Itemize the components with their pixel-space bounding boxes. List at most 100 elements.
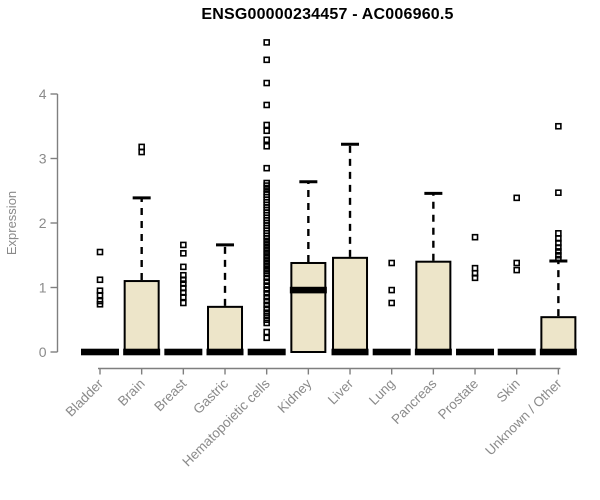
median-line (81, 348, 119, 356)
outlier-point (513, 194, 521, 202)
iqr-box (415, 260, 452, 354)
box-group-lung (372, 259, 411, 356)
median-line (539, 348, 577, 356)
outlier-point (180, 271, 187, 279)
box-group-bladder (81, 248, 119, 356)
median-line (456, 348, 495, 356)
outlier-point (263, 316, 270, 324)
iqr-box (207, 305, 244, 354)
outlier-point (263, 334, 270, 342)
median-line (289, 286, 327, 294)
median-line (331, 348, 369, 356)
y-tick-label: 4 (39, 86, 47, 102)
box-group-breast (164, 241, 203, 356)
outlier-point (263, 79, 270, 87)
y-tick-label: 1 (39, 280, 47, 296)
median-line (123, 348, 161, 356)
outlier-point (263, 56, 270, 64)
outlier-point (263, 305, 270, 313)
y-axis: 0 1 2 3 4 Expression (4, 86, 59, 360)
outlier-point (180, 280, 187, 287)
median-line (247, 348, 286, 356)
median-line (206, 348, 244, 356)
x-tick-label-pancreas: Pancreas (389, 376, 440, 427)
outlier-point (263, 274, 270, 282)
box-group-brain (123, 143, 161, 356)
outlier-point (555, 230, 562, 237)
outlier-point (263, 179, 270, 187)
iqr-box (540, 316, 577, 354)
y-tick-label: 3 (39, 151, 47, 167)
outlier-point (555, 255, 562, 263)
outlier-point (555, 189, 562, 196)
box-group-kidney (289, 180, 327, 353)
y-tick-label: 2 (39, 215, 47, 231)
outlier-point (96, 276, 104, 284)
outlier-point (263, 278, 270, 285)
x-tick-label-breast: Breast (151, 376, 189, 414)
x-tick-label-liver: Liver (325, 376, 357, 408)
outlier-point (96, 297, 104, 305)
y-tick-label: 0 (39, 344, 47, 360)
outlier-point (263, 121, 270, 129)
x-tick-label-skin: Skin (494, 376, 523, 405)
outlier-point (388, 299, 395, 307)
outlier-point (263, 282, 270, 289)
outlier-point (471, 270, 479, 277)
outlier-point (180, 241, 187, 249)
outlier-point (96, 287, 104, 295)
outlier-point (263, 164, 270, 172)
outlier-point (138, 148, 145, 156)
outlier-point (513, 266, 521, 274)
outlier-point (263, 309, 270, 316)
x-tick-label-brain: Brain (115, 376, 148, 409)
box-group-hematopoietic-cells (247, 39, 286, 356)
outlier-point (263, 101, 270, 109)
outlier-point (263, 39, 270, 46)
x-tick-label-prostate: Prostate (435, 376, 481, 422)
box-group-unknown-other (539, 122, 577, 356)
outlier-point (263, 290, 270, 297)
iqr-box (290, 261, 327, 353)
box-group-gastric (206, 243, 244, 356)
median-line (497, 348, 536, 356)
x-tick-label-lung: Lung (366, 376, 398, 408)
outlier-point (263, 293, 270, 301)
outlier-point (555, 122, 562, 130)
outlier-point (263, 136, 270, 144)
outlier-point (471, 264, 479, 272)
box-group-liver (331, 142, 369, 356)
x-tick-label-bladder: Bladder (63, 376, 107, 420)
outlier-point (96, 248, 104, 256)
outlier-point (180, 263, 187, 271)
outlier-point (388, 259, 395, 267)
outlier-point (180, 250, 187, 257)
y-axis-title: Expression (4, 191, 19, 255)
outlier-point (180, 299, 187, 307)
outlier-point (263, 286, 270, 293)
iqr-box (123, 280, 160, 353)
outlier-point (263, 297, 270, 305)
outlier-point (263, 328, 270, 336)
median-line (414, 348, 452, 356)
outlier-point (513, 259, 521, 267)
outlier-point (555, 248, 562, 255)
outlier-point (263, 142, 270, 150)
outlier-point (555, 251, 562, 259)
outlier-point (471, 233, 479, 241)
x-tick-label-unknown-other: Unknown / Other (482, 376, 565, 459)
box-group-pancreas (414, 191, 452, 356)
median-line (164, 348, 203, 356)
outlier-point (263, 301, 270, 309)
outlier-point (388, 286, 395, 294)
box-group-skin (497, 194, 536, 356)
outlier-point (263, 127, 270, 135)
x-tick-label-gastric: Gastric (190, 376, 231, 417)
outlier-point (555, 235, 562, 242)
outlier-point (138, 143, 145, 151)
chart-title: ENSG00000234457 - AC006960.5 (201, 6, 454, 23)
box-group-prostate (456, 233, 495, 356)
